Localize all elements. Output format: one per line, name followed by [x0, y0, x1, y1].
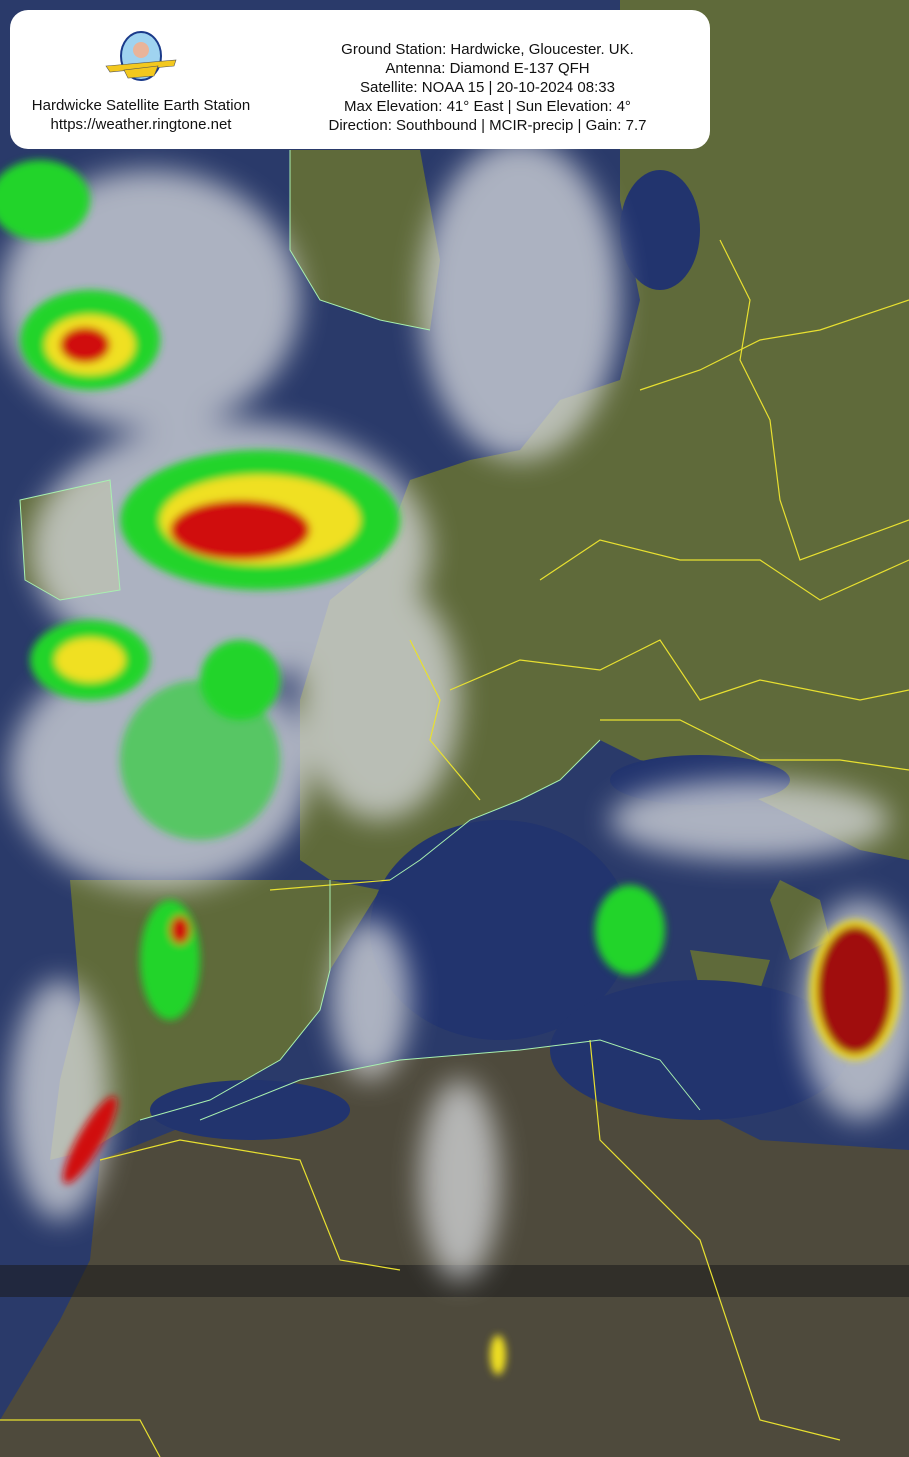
ground-station-line: Ground Station: Hardwicke, Gloucester. U… — [341, 41, 634, 58]
country-borders — [0, 239, 909, 1457]
plane-pilot-logo-icon — [105, 31, 177, 81]
station-url[interactable]: https://weather.ringtone.net — [50, 116, 232, 133]
direction-line: Direction: Southbound | MCIR-precip | Ga… — [328, 117, 647, 134]
antenna-line: Antenna: Diamond E-137 QFH — [385, 60, 590, 77]
pass-info: Ground Station: Hardwicke, Gloucester. U… — [260, 40, 715, 135]
coastlines — [19, 150, 701, 1121]
satellite-line: Satellite: NOAA 15 | 20-10-2024 08:33 — [360, 79, 615, 96]
info-panel: Hardwicke Satellite Earth Station https:… — [10, 10, 710, 149]
station-name: Hardwicke Satellite Earth Station — [31, 97, 251, 114]
elevation-line: Max Elevation: 41° East | Sun Elevation:… — [344, 98, 631, 115]
station-info: Hardwicke Satellite Earth Station https:… — [30, 96, 252, 134]
precipitation — [0, 160, 900, 1375]
